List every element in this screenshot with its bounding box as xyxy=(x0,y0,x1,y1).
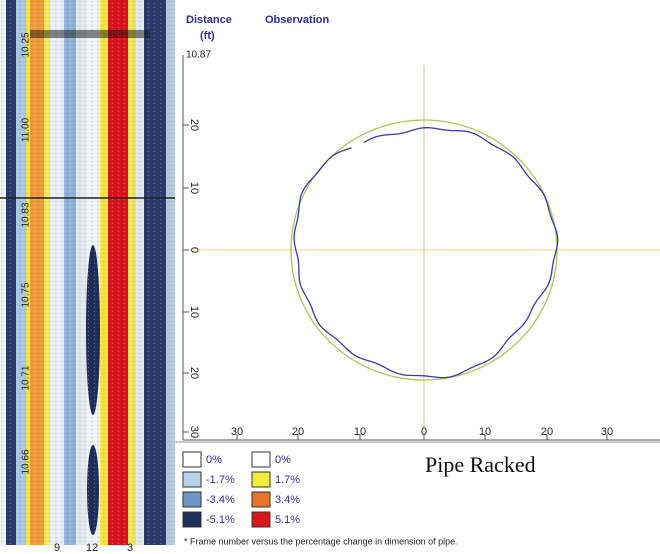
distance-label: 10.25 xyxy=(21,32,32,57)
legend-label: -5.1% xyxy=(206,514,235,526)
legend-swatch xyxy=(251,451,271,468)
strip xyxy=(0,0,175,545)
legend-label: -1.7% xyxy=(206,474,235,486)
legend-swatch xyxy=(251,511,271,528)
y-tick-label: 30 xyxy=(188,426,200,438)
clock-label: 12 xyxy=(86,542,98,554)
legend-swatch xyxy=(251,471,271,488)
reference-circle xyxy=(290,119,558,381)
legend-label: 0% xyxy=(275,454,291,466)
x-tick-label: 30 xyxy=(601,426,613,438)
y-tick-label: 20 xyxy=(188,367,200,379)
x-tick-label: 30 xyxy=(231,426,243,438)
header-observation: Observation xyxy=(265,14,329,26)
x-tick-label: 20 xyxy=(292,426,304,438)
header-distance: Distance xyxy=(186,14,232,26)
y-tick-label: 0 xyxy=(188,247,200,253)
y-tick-label: 20 xyxy=(188,119,200,131)
legend-label: 1.7% xyxy=(275,474,300,486)
clock-label: 3 xyxy=(127,542,133,554)
distance-label: 10.71 xyxy=(21,365,32,390)
start-distance: 10.87 xyxy=(186,50,211,61)
pipe-profile xyxy=(293,127,559,379)
legend-swatch xyxy=(182,471,202,488)
x-tick-label: 10 xyxy=(354,426,366,438)
y-tick-label: 10 xyxy=(188,182,200,194)
legend-swatch xyxy=(182,491,202,508)
y-tick-label: 10 xyxy=(188,306,200,318)
legend-swatch xyxy=(182,511,202,528)
distance-label: 10.75 xyxy=(21,282,32,307)
distance-label: 11.00 xyxy=(21,117,32,142)
x-tick-label: 10 xyxy=(479,426,491,438)
legend-swatch xyxy=(251,491,271,508)
x-tick-label: 20 xyxy=(541,426,553,438)
distance-label: 10.83 xyxy=(21,202,32,227)
legend-label: 5.1% xyxy=(275,514,300,526)
plot-area xyxy=(182,55,660,441)
annotation: Pipe Racked xyxy=(425,452,536,477)
legend-label: 3.4% xyxy=(275,494,300,506)
legend-label: 0% xyxy=(206,454,222,466)
header-unit: (ft) xyxy=(200,30,215,42)
x-tick-label: 0 xyxy=(421,426,427,438)
distance-label: 10.66 xyxy=(21,449,32,474)
footnote: * Frame number versus the percentage cha… xyxy=(184,536,458,546)
legend-swatch xyxy=(182,451,202,468)
legend-label: -3.4% xyxy=(206,494,235,506)
clock-label: 9 xyxy=(54,542,60,554)
